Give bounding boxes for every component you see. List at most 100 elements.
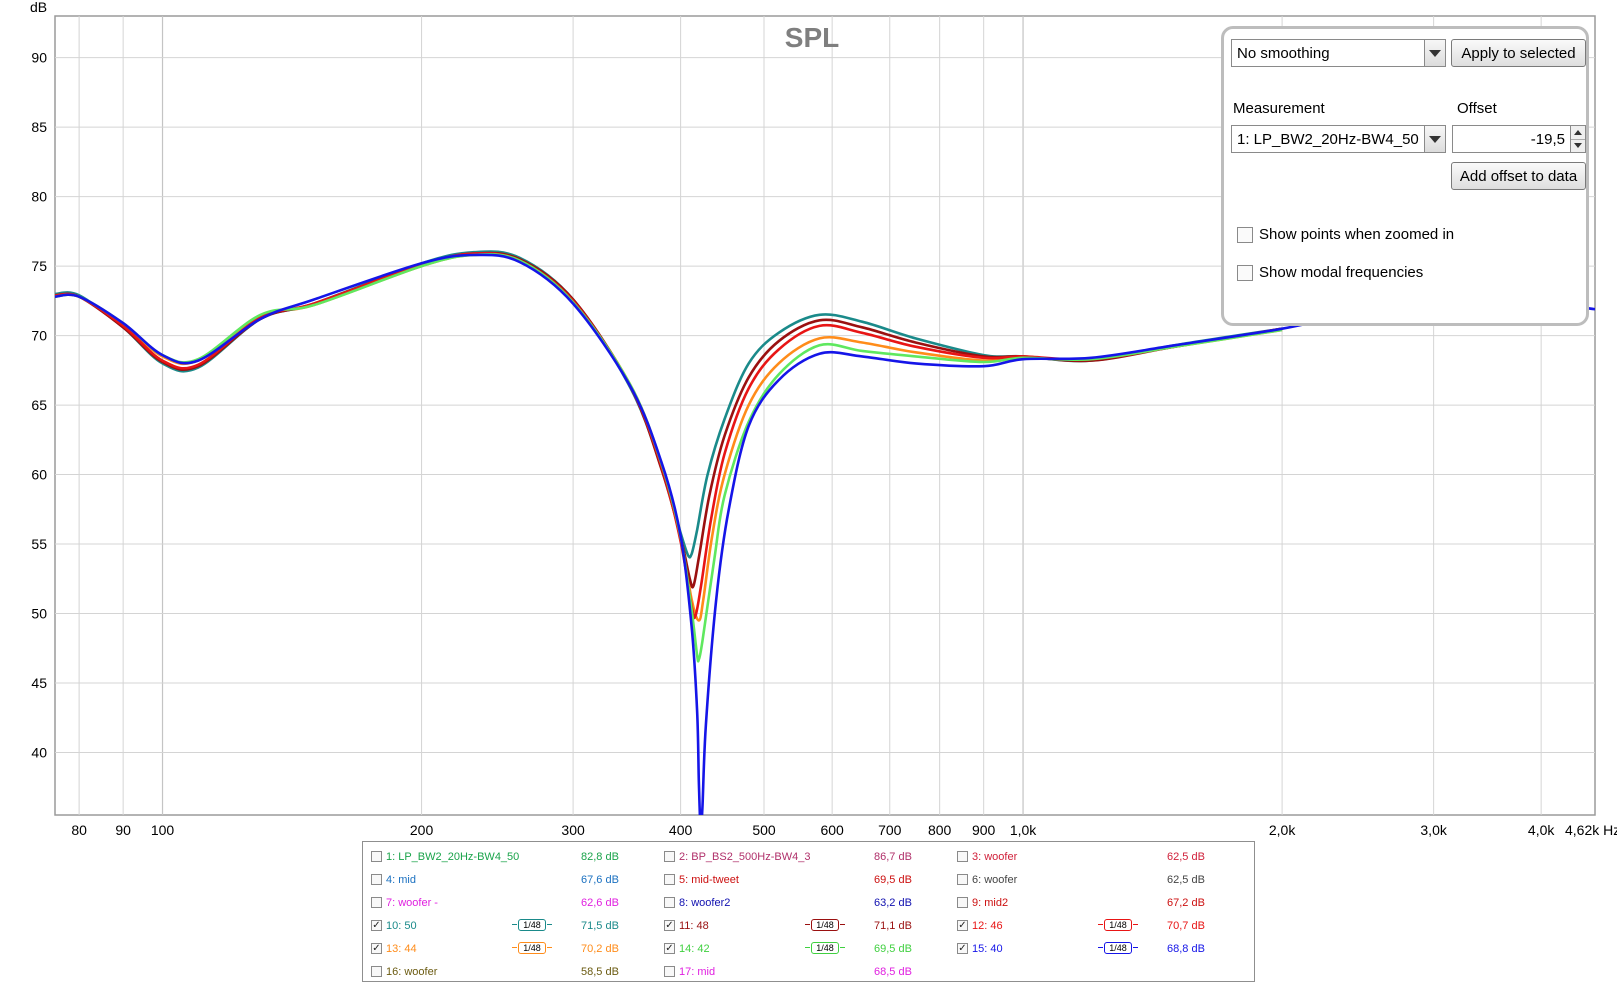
smoothing-select[interactable]: No smoothing [1231, 39, 1446, 67]
legend-checkbox[interactable] [371, 874, 382, 885]
legend-checkbox[interactable]: ✓ [664, 943, 675, 954]
show-points-checkbox[interactable] [1237, 226, 1253, 243]
legend-item-name: 3: woofer [972, 851, 1018, 863]
x-tick-label: 4,0k [1528, 822, 1555, 838]
legend-item-value: 70,7 dB [1167, 920, 1205, 932]
legend-item-name: 4: mid [386, 874, 416, 886]
legend-item-name: 17: mid [679, 966, 716, 978]
legend-checkbox[interactable] [664, 897, 675, 908]
chart-title: SPL [785, 22, 839, 53]
measurement-select[interactable]: 1: LP_BW2_20Hz-BW4_50 [1231, 125, 1446, 153]
spin-down-icon[interactable] [1571, 138, 1585, 152]
legend-item[interactable]: 9: mid2 67,2 dB [949, 894, 1244, 914]
show-modal-checkbox[interactable] [1237, 264, 1253, 281]
legend-checkbox[interactable]: ✓ [371, 920, 382, 931]
smoothing-value: No smoothing [1237, 44, 1330, 62]
spinner-buttons[interactable] [1570, 126, 1585, 152]
legend-checkbox[interactable] [957, 851, 968, 862]
chevron-down-icon[interactable] [1424, 40, 1445, 66]
legend-item-value: 67,2 dB [1167, 897, 1205, 909]
y-tick-label: 80 [31, 189, 47, 205]
apply-to-selected-button[interactable]: Apply to selected [1451, 39, 1586, 67]
legend-item-value: 62,5 dB [1167, 874, 1205, 886]
legend-item[interactable]: 5: mid-tweet 69,5 dB [656, 871, 951, 891]
legend-item[interactable]: ✓ 12: 46 1/48 70,7 dB [949, 917, 1244, 937]
legend-item-value: 62,5 dB [1167, 851, 1205, 863]
legend-smoothing-badge[interactable]: 1/48 [805, 919, 845, 931]
legend-item[interactable]: 17: mid 68,5 dB [656, 963, 951, 983]
grid [55, 16, 1595, 815]
legend-item[interactable]: 2: BP_BS2_500Hz-BW4_3 86,7 dB [656, 848, 951, 868]
legend-item-value: 70,2 dB [581, 943, 619, 955]
legend-item[interactable]: ✓ 14: 42 1/48 69,5 dB [656, 940, 951, 960]
x-tick-label: 200 [410, 822, 434, 838]
legend-checkbox[interactable] [957, 874, 968, 885]
measurement-value: 1: LP_BW2_20Hz-BW4_50 [1237, 130, 1419, 148]
legend-item-name: 7: woofer - [386, 897, 438, 909]
legend-item-name: 5: mid-tweet [679, 874, 739, 886]
legend-item[interactable]: ✓ 11: 48 1/48 71,1 dB [656, 917, 951, 937]
legend-checkbox[interactable] [957, 897, 968, 908]
show-points-label: Show points when zoomed in [1259, 226, 1455, 243]
legend-item-value: 62,6 dB [581, 897, 619, 909]
legend-checkbox[interactable] [371, 966, 382, 977]
legend-checkbox[interactable]: ✓ [957, 920, 968, 931]
legend-checkbox[interactable] [664, 874, 675, 885]
legend-item-value: 67,6 dB [581, 874, 619, 886]
legend-checkbox[interactable]: ✓ [664, 920, 675, 931]
offset-spinner[interactable]: -19,5 [1452, 125, 1586, 153]
legend-item[interactable]: ✓ 10: 50 1/48 71,5 dB [363, 917, 658, 937]
legend-smoothing-badge[interactable]: 1/48 [512, 942, 552, 954]
spin-up-icon[interactable] [1571, 126, 1585, 139]
axes: 40 45 50 55 60 65 70 75 80 85 90 80 90 100 200 300 400 50… [31, 50, 1617, 838]
legend-item-name: 2: BP_BS2_500Hz-BW4_3 [679, 851, 811, 863]
y-tick-label: 70 [31, 328, 47, 344]
x-tick-label: 500 [752, 822, 776, 838]
legend-item-name: 15: 40 [972, 943, 1003, 955]
legend-checkbox[interactable]: ✓ [371, 943, 382, 954]
y-tick-label: 90 [31, 50, 47, 66]
legend-item-value: 68,8 dB [1167, 943, 1205, 955]
y-tick-label: 45 [31, 675, 47, 691]
legend-checkbox[interactable] [664, 851, 675, 862]
y-axis-label: dB [30, 0, 47, 15]
x-tick-label: 3,0k [1420, 822, 1447, 838]
legend-item[interactable]: ✓ 13: 44 1/48 70,2 dB [363, 940, 658, 960]
legend-item-value: 82,8 dB [581, 851, 619, 863]
legend-item[interactable]: 4: mid 67,6 dB [363, 871, 658, 891]
legend-item[interactable]: ✓ 15: 40 1/48 68,8 dB [949, 940, 1244, 960]
y-tick-label: 60 [31, 467, 47, 483]
x-tick-label: 600 [820, 822, 844, 838]
legend-item[interactable]: 16: woofer 58,5 dB [363, 963, 658, 983]
legend-checkbox[interactable]: ✓ [957, 943, 968, 954]
legend-smoothing-badge[interactable]: 1/48 [1098, 919, 1138, 931]
legend-item-name: 12: 46 [972, 920, 1003, 932]
legend-smoothing-badge[interactable]: 1/48 [1098, 942, 1138, 954]
legend-item-value: 68,5 dB [874, 966, 912, 978]
x-tick-label: 100 [151, 822, 175, 838]
legend: 1: LP_BW2_20Hz-BW4_50 82,8 dB 2: BP_BS2_50… [362, 841, 1255, 982]
legend-item-name: 13: 44 [386, 943, 417, 955]
legend-item-name: 10: 50 [386, 920, 417, 932]
x-tick-label: 1,0k [1010, 822, 1037, 838]
legend-item[interactable]: 7: woofer - 62,6 dB [363, 894, 658, 914]
legend-checkbox[interactable] [664, 966, 675, 977]
legend-item[interactable]: 6: woofer 62,5 dB [949, 871, 1244, 891]
show-modal-option[interactable]: Show modal frequencies [1237, 264, 1423, 281]
chevron-down-icon[interactable] [1424, 126, 1445, 152]
legend-item[interactable]: 8: woofer2 63,2 dB [656, 894, 951, 914]
legend-item[interactable]: 1: LP_BW2_20Hz-BW4_50 82,8 dB [363, 848, 658, 868]
add-offset-button[interactable]: Add offset to data [1451, 162, 1586, 190]
legend-smoothing-badge[interactable]: 1/48 [512, 919, 552, 931]
legend-checkbox[interactable] [371, 851, 382, 862]
x-tick-label: 4,62k Hz [1565, 822, 1617, 838]
show-points-option[interactable]: Show points when zoomed in [1237, 226, 1454, 243]
y-tick-label: 50 [31, 606, 47, 622]
legend-item[interactable]: 3: woofer 62,5 dB [949, 848, 1244, 868]
legend-checkbox[interactable] [371, 897, 382, 908]
offset-value: -19,5 [1530, 130, 1565, 148]
y-tick-label: 55 [31, 536, 47, 552]
legend-item-name: 11: 48 [679, 920, 709, 932]
x-tick-label: 90 [115, 822, 131, 838]
legend-smoothing-badge[interactable]: 1/48 [805, 942, 845, 954]
